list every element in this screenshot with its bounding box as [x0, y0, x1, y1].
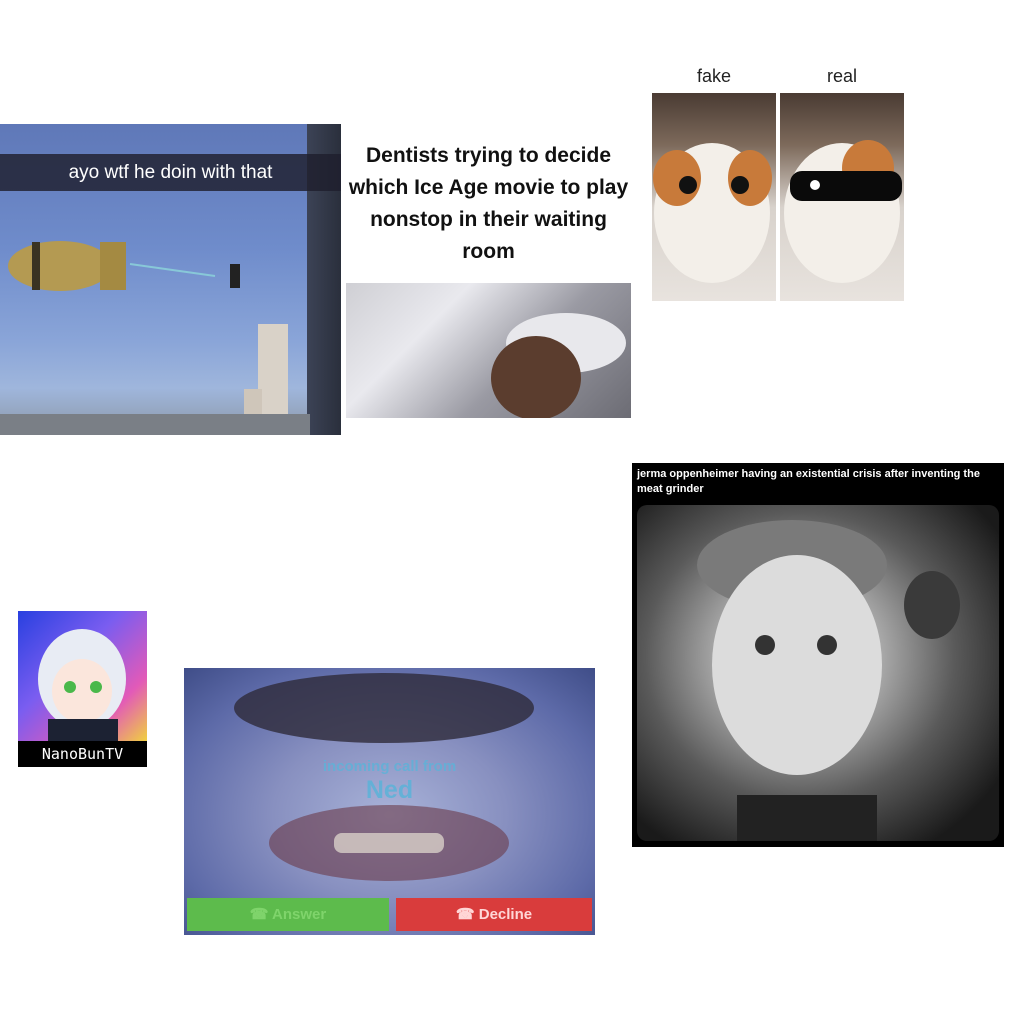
jerma-photo	[637, 505, 999, 841]
man-portrait-illustration	[697, 520, 960, 841]
answer-button: ☎ Answer	[187, 898, 389, 931]
real-cat-photo	[780, 93, 904, 301]
decline-label: Decline	[478, 906, 533, 923]
face-closeup-illustration	[234, 673, 534, 881]
anime-character-illustration	[38, 629, 126, 741]
bomb-meme-image: ayo wtf he doin with that	[0, 124, 341, 435]
incoming-call-meme-image: incoming call from Ned ☎ Answer ☎ Declin…	[184, 668, 595, 935]
answer-label: Answer	[272, 906, 327, 923]
bomb-scene-illustration	[0, 241, 310, 435]
jerma-meme-caption: jerma oppenheimer having an existential …	[637, 468, 980, 495]
decline-button: ☎ Decline	[396, 898, 592, 931]
phone-icon: ☎	[249, 906, 273, 923]
fake-label: fake	[696, 66, 732, 86]
cat-illustration	[653, 143, 772, 283]
dentists-meme-photo	[346, 283, 631, 418]
real-label: real	[826, 66, 857, 86]
anime-avatar-art	[18, 611, 147, 741]
jerma-meme-image: jerma oppenheimer having an existential …	[632, 463, 1004, 847]
avatar-name-label: NanoBunTV	[18, 741, 147, 767]
incoming-call-text: incoming call from	[322, 758, 457, 775]
person-in-cap-illustration	[491, 313, 626, 418]
caller-name: Ned	[365, 776, 414, 804]
fake-cat-photo	[652, 93, 776, 301]
dentists-meme-caption: Dentists trying to decide which Ice Age …	[348, 144, 629, 263]
dentists-meme-image: Dentists trying to decide which Ice Age …	[346, 140, 631, 418]
nanobun-avatar: NanoBunTV	[18, 611, 147, 767]
phone-hangup-icon: ☎	[455, 906, 479, 923]
cats-meme-image: fake real	[652, 66, 904, 301]
cat-with-sunglasses-illustration	[784, 140, 902, 283]
bomb-meme-caption: ayo wtf he doin with that	[0, 154, 341, 191]
